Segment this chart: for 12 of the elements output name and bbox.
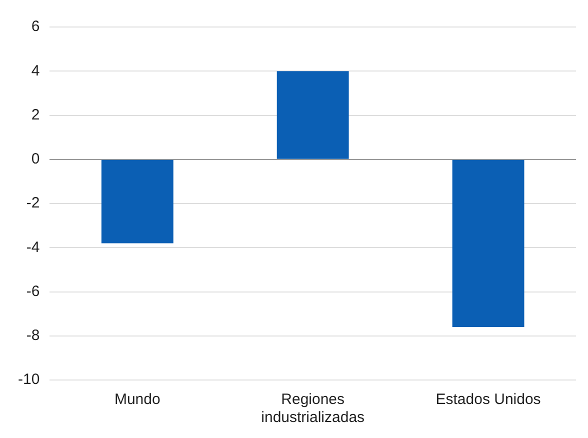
y-tick-label: -6 bbox=[26, 282, 40, 300]
y-tick-label: -8 bbox=[26, 327, 40, 344]
y-tick-label: -10 bbox=[18, 371, 40, 388]
x-tick-label: Regiones industrializadas bbox=[261, 391, 365, 426]
y-tick-label: 6 bbox=[31, 18, 40, 36]
y-tick-label: -4 bbox=[26, 238, 40, 256]
x-tick-label: Estados Unidos bbox=[436, 391, 541, 408]
y-tick-label: 0 bbox=[31, 150, 40, 168]
y-tick-label: 2 bbox=[31, 106, 40, 124]
y-tick-label: 4 bbox=[31, 62, 40, 80]
y-tick-label: -2 bbox=[26, 194, 40, 212]
x-tick-label: Mundo bbox=[114, 391, 160, 408]
